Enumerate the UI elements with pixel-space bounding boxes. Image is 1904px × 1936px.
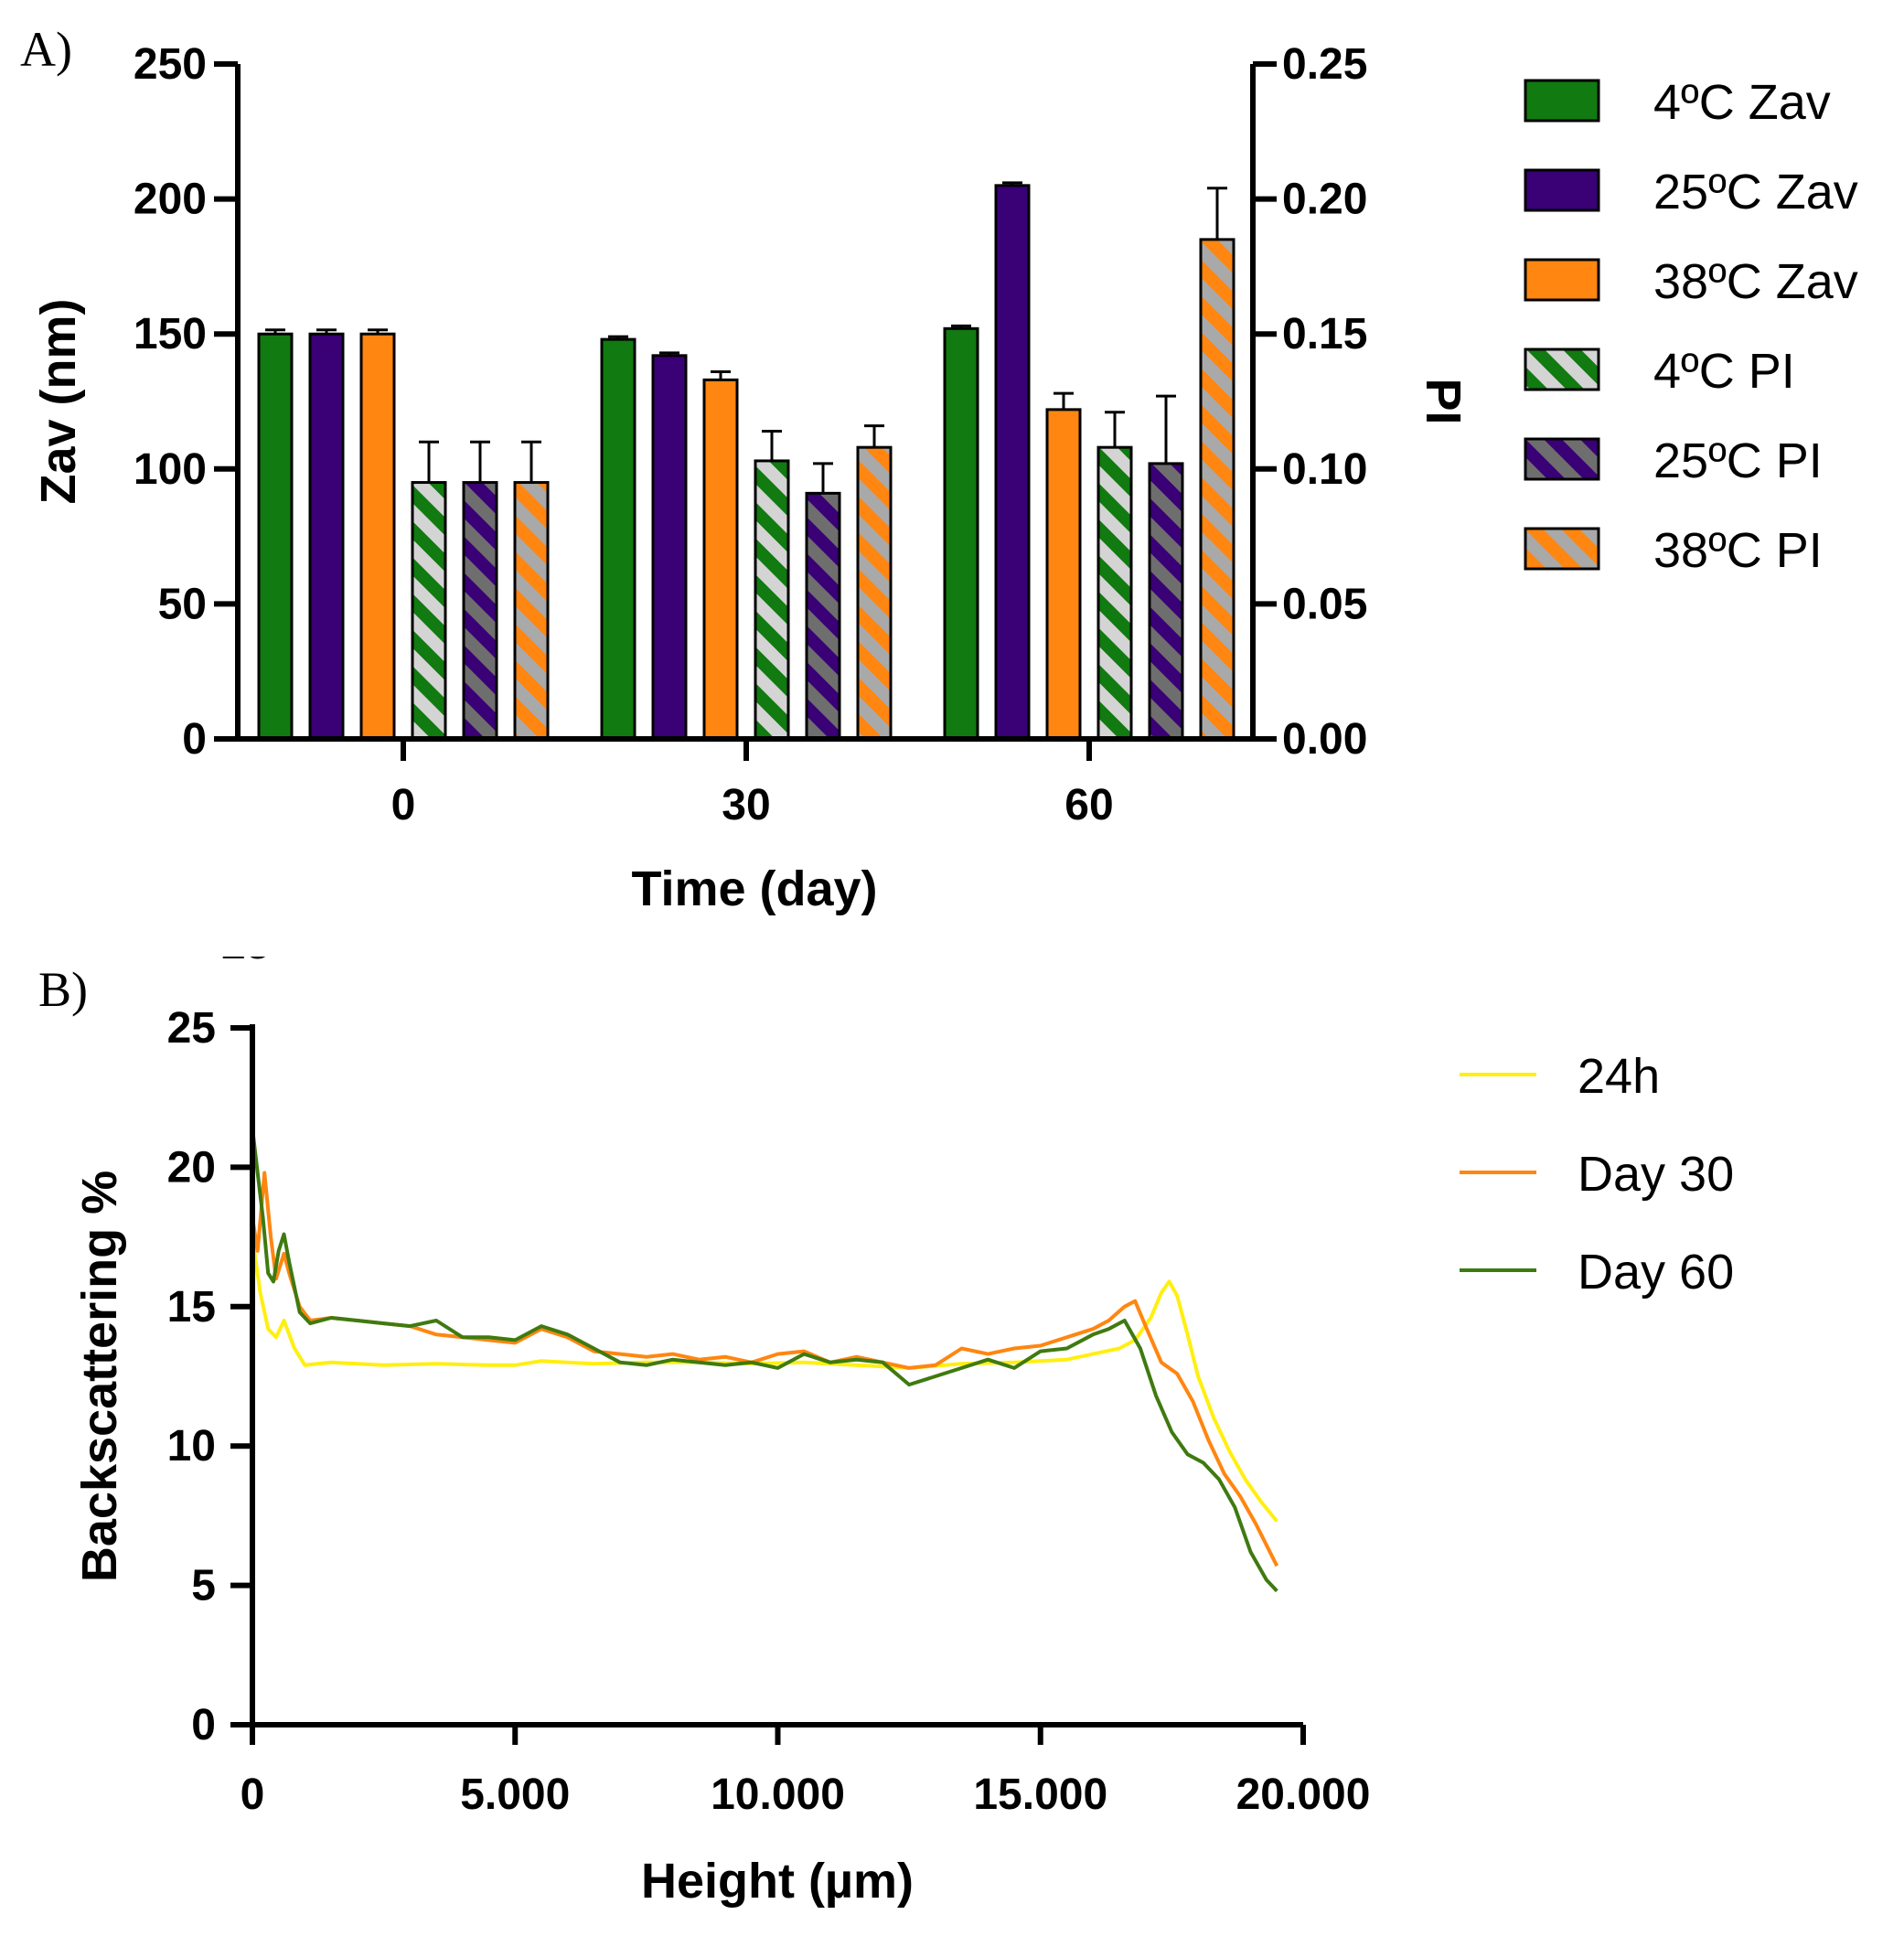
panel-b-axes (250, 1024, 1303, 1727)
b-y-tick-label-2: 10 (167, 1422, 216, 1471)
b-legend-label-2: Day 60 (1578, 1245, 1734, 1300)
b-y-tick-label-1: 5 (191, 1562, 216, 1610)
right-y-tick-label-1: 0.05 (1282, 580, 1367, 628)
b-legend-label-1: Day 30 (1578, 1147, 1734, 1202)
b-x-tick-label-3: 15.000 (973, 1770, 1107, 1819)
bar-2-1 (702, 378, 739, 741)
legend-label-4: 25ºC PI (1653, 433, 1823, 488)
legend-label-3: 4ºC PI (1653, 344, 1795, 399)
left-y-tick-label-4: 200 (134, 176, 207, 224)
left-y-tick-label-2: 100 (134, 445, 207, 494)
left-y-tick-label-3: 150 (134, 310, 207, 358)
right-y-tick-label-0: 0.00 (1282, 715, 1367, 764)
bar-3-0 (411, 481, 447, 741)
legend-label-5: 38ºC PI (1653, 523, 1823, 578)
bar-3-2 (1096, 445, 1133, 741)
right-y-tick-label-5: 0.25 (1282, 40, 1367, 89)
stray-tick-mask (210, 924, 283, 957)
bar-1-2 (994, 184, 1031, 741)
right-y-tick-label-3: 0.15 (1282, 310, 1367, 358)
bar-4-2 (1148, 462, 1184, 741)
legend-swatch-4 (1524, 437, 1600, 481)
right-y-tick-label-2: 0.10 (1282, 445, 1367, 494)
bar-1-0 (308, 332, 345, 741)
left-y-tick-label-5: 250 (134, 40, 207, 89)
x-tick-label-0: 0 (391, 781, 416, 829)
x-tick-label-2: 60 (1064, 781, 1113, 829)
right-y-tick-label-4: 0.20 (1282, 176, 1367, 224)
b-y-tick-label-5: 25 (167, 1004, 216, 1053)
panel-a-x-axis-title: Time (day) (631, 861, 877, 916)
panel-b-label: B) (38, 962, 88, 1017)
legend-swatch-2 (1524, 258, 1600, 302)
legend-swatch-3 (1524, 348, 1600, 391)
bar-0-1 (600, 337, 636, 741)
bar-2-0 (359, 332, 396, 741)
bar-5-2 (1199, 238, 1235, 741)
panel-a-ticks: 0 50 100 150 200 250 0.00 0.05 0.10 0.15 0.20 0.25 0… (134, 40, 1368, 829)
panel-b-y-axis-title: Backscattering % (72, 1171, 127, 1582)
panel-b-x-axis-title: Height (µm) (641, 1854, 914, 1909)
bar-1-1 (651, 354, 688, 741)
x-tick-label-1: 30 (722, 781, 770, 829)
b-x-tick-label-0: 0 (241, 1770, 265, 1819)
b-y-tick-label-0: 0 (191, 1701, 216, 1749)
bar-4-0 (462, 481, 498, 741)
b-x-tick-label-2: 10.000 (711, 1770, 845, 1819)
panel-b: B) 25 0 5 10 15 20 25 0 5.000 10.000 15.000 20.000… (38, 920, 1734, 1909)
legend-label-0: 4ºC Zav (1653, 75, 1831, 130)
b-x-tick-label-4: 20.000 (1236, 1770, 1371, 1819)
panel-a: A) 0 50 100 150 200 250 0.00 0.05 0.10 0.15 0.20 0.… (20, 22, 1858, 916)
legend-swatch-1 (1524, 168, 1600, 212)
panel-b-ticks: 0 5 10 15 20 25 0 5.000 10.000 15.000 20.000 (167, 1004, 1371, 1819)
left-y-tick-label-0: 0 (182, 715, 207, 764)
series-line-1 (251, 1171, 1279, 1567)
legend-swatch-0 (1524, 79, 1600, 123)
panel-a-legend: 4ºC Zav 25ºC Zav 38ºC Zav 4ºC PI 25ºC PI 38ºC… (1524, 75, 1858, 578)
bar-3-1 (754, 459, 790, 741)
panel-a-right-y-axis-title: PI (1416, 378, 1471, 424)
panel-a-label: A) (20, 22, 72, 77)
b-x-tick-label-1: 5.000 (460, 1770, 570, 1819)
panel-a-left-y-axis-title: Zav (nm) (31, 298, 86, 504)
panel-a-bars (257, 181, 1235, 741)
panel-b-legend: 24h Day 30 Day 60 (1460, 1049, 1734, 1300)
bar-5-0 (513, 481, 550, 741)
bar-4-1 (805, 491, 841, 741)
panel-b-lines (251, 1128, 1279, 1593)
bar-0-0 (257, 332, 294, 741)
b-y-tick-label-4: 20 (167, 1143, 216, 1192)
legend-swatch-5 (1524, 527, 1600, 571)
left-y-tick-label-1: 50 (158, 580, 207, 628)
bar-0-2 (943, 326, 979, 741)
b-legend-label-0: 24h (1578, 1049, 1660, 1104)
b-y-tick-label-3: 15 (167, 1283, 216, 1332)
bar-5-1 (856, 445, 893, 741)
bar-2-2 (1045, 408, 1082, 741)
legend-label-2: 38ºC Zav (1653, 254, 1858, 309)
legend-label-1: 25ºC Zav (1653, 165, 1858, 219)
series-line-2 (251, 1128, 1278, 1593)
series-line-0 (251, 1236, 1278, 1523)
